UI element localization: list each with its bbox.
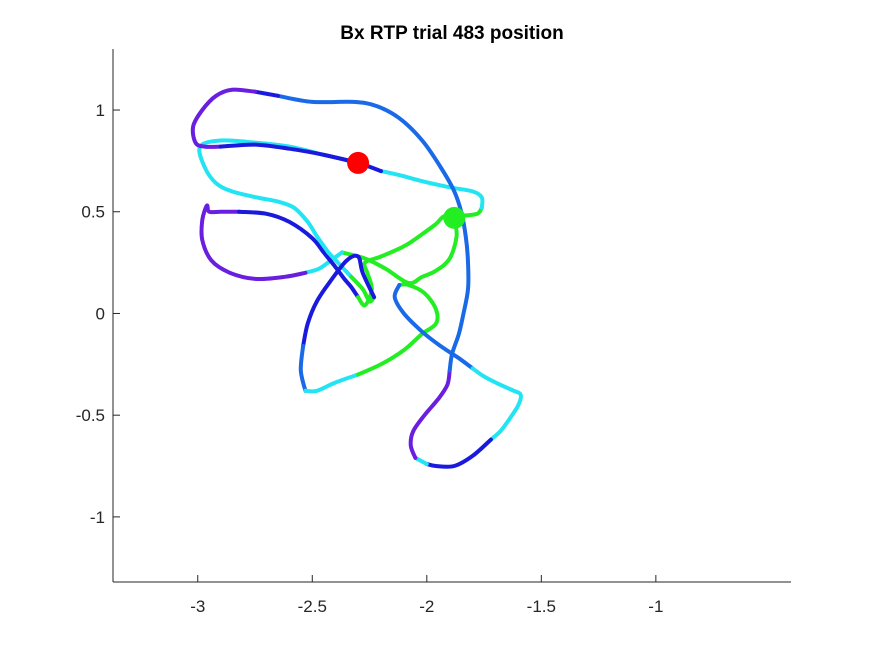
trajectory-segment-cyan xyxy=(379,169,485,210)
start-marker xyxy=(443,206,466,229)
y-tick-label: -1 xyxy=(90,508,105,527)
trajectory-segment-green xyxy=(349,274,377,304)
x-tick-label: -1.5 xyxy=(527,597,556,616)
trajectory-segment-cyan xyxy=(470,366,523,442)
x-tick-label: -2.5 xyxy=(298,597,327,616)
x-tick-label: -2 xyxy=(419,597,434,616)
trajectory-segment-blue xyxy=(424,437,493,469)
end-marker xyxy=(347,151,370,174)
x-axis: -3 -2.5 -2 -1.5 -1 xyxy=(113,575,791,616)
y-tick-label: 0.5 xyxy=(81,203,105,222)
x-tick-label: -3 xyxy=(190,597,205,616)
trajectory-segment-cyan xyxy=(326,250,354,279)
y-tick-label: -0.5 xyxy=(76,406,105,425)
trajectory-segment-azure xyxy=(298,344,308,393)
trajectory-segment-azure xyxy=(392,283,475,371)
trajectory-markers xyxy=(347,151,466,229)
trajectory-segment-violet xyxy=(199,203,308,282)
chart-title: Bx RTP trial 483 position xyxy=(340,23,563,44)
trajectory-segment-violet xyxy=(190,87,257,149)
trajectory-segment-cyan xyxy=(303,372,361,394)
trajectory-segment-cyan xyxy=(197,138,331,255)
trajectory-segment-blue xyxy=(218,142,361,165)
y-tick-label: 1 xyxy=(96,101,105,120)
trajectory-segment-blue xyxy=(237,209,361,300)
trajectory-segment-violet xyxy=(408,368,452,460)
trajectory-path xyxy=(190,87,523,469)
y-axis: 1 0.5 0 -0.5 -1 xyxy=(76,49,120,582)
trajectory-segment-green xyxy=(356,282,440,377)
x-tick-label: -1 xyxy=(648,597,663,616)
y-tick-label: 0 xyxy=(96,304,105,323)
trajectory-segment-blue xyxy=(253,89,280,98)
trajectory-segment-azure xyxy=(275,93,471,373)
trajectory-segment-cyan xyxy=(303,250,345,275)
trajectory-segment-blue xyxy=(301,253,377,348)
